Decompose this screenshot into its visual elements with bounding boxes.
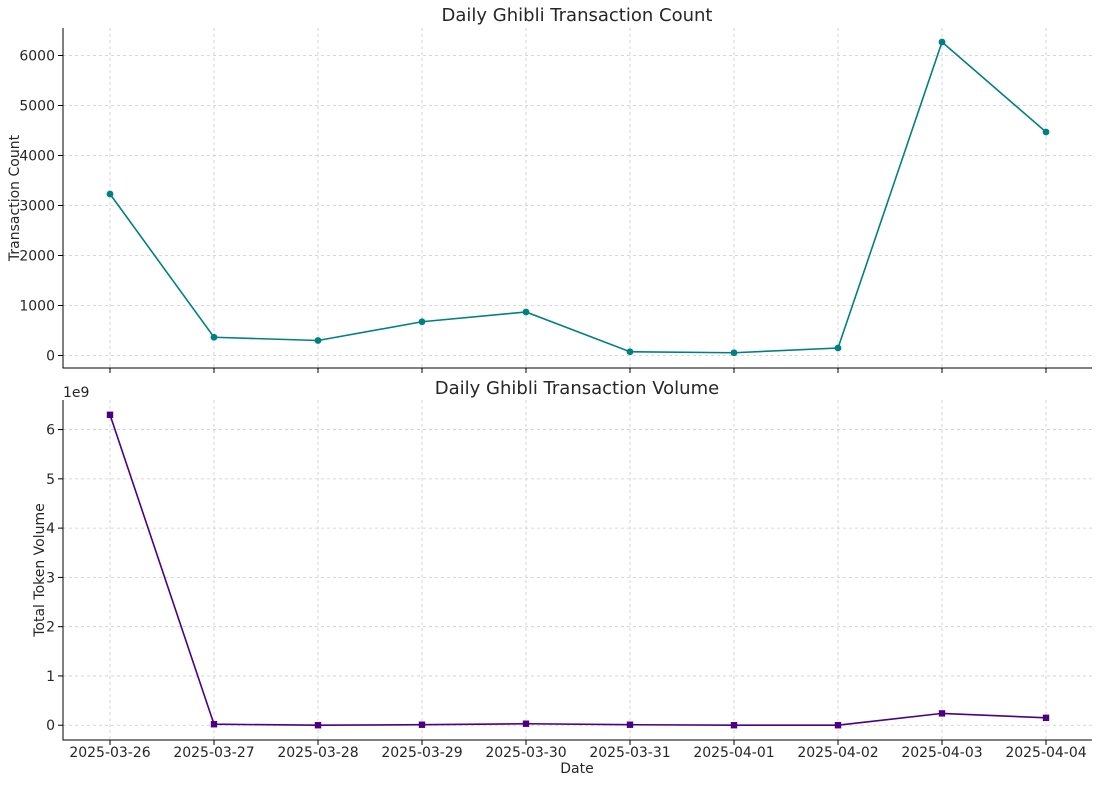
x-tick-label: 2025-03-27 [173,745,254,761]
x-tick-label: 2025-03-28 [277,745,358,761]
y-tick-label: 5 [46,472,55,488]
series-polyline [109,414,1047,727]
y-tick-label: 2000 [19,249,55,265]
y-tick-label: 4000 [19,149,55,165]
x-tick-label: 2025-03-31 [589,745,670,761]
axis-spines [62,28,1092,369]
y-tick-label: 1000 [19,299,55,315]
x-tick-label: 2025-03-29 [381,745,462,761]
y-tick-labels: 0 1 2 3 4 5 6 [46,423,63,734]
x-tick-label: 2025-04-02 [797,745,878,761]
y-tick-label: 4 [46,521,55,537]
data-point [418,318,426,326]
data-point [210,721,218,728]
y-tick-label: 2 [46,620,55,636]
series-line [109,414,1047,727]
data-point [1042,128,1050,136]
data-markers [106,38,1050,357]
y-axis-label: Transaction Count [7,134,23,262]
data-point [522,308,530,316]
data-point [314,337,322,344]
grid-lines [63,28,1092,368]
y-tick-label: 0 [46,349,55,365]
chart-title: Daily Ghibli Transaction Volume [435,378,719,399]
y-tick-label: 6000 [19,49,55,65]
y-tick-label: 3 [46,570,55,586]
series-line [109,40,1047,354]
data-point [938,710,946,717]
x-tick-label: 2025-03-26 [69,745,150,761]
x-tick-labels: 2025-03-26 2025-03-27 2025-03-28 2025-03-29… [69,740,1087,761]
data-point [938,38,946,46]
data-point [418,721,426,728]
data-point [626,348,634,356]
y-tick-labels: 0 1000 2000 3000 4000 5000 6000 [19,49,63,365]
data-point [730,349,738,357]
x-tick-label: 2025-03-30 [485,745,566,761]
data-point [730,722,738,729]
data-point [1042,714,1050,722]
data-point [314,722,322,729]
y-tick-label: 0 [46,718,55,734]
x-tick-label: 2025-04-01 [693,745,774,761]
axis-spines [62,400,1092,741]
data-point [522,720,530,727]
chart-title: Daily Ghibli Transaction Count [442,5,713,26]
data-markers [106,411,1050,729]
y-tick-label: 5000 [19,99,55,115]
series-polyline [109,40,1047,354]
data-point [210,333,218,341]
data-point [834,722,842,729]
y-offset-label: 1e9 [63,385,89,401]
x-tick-label: 2025-04-03 [901,745,982,761]
data-point [106,190,114,198]
y-tick-label: 3000 [19,199,55,215]
x-ticks [109,368,1047,373]
y-tick-label: 6 [46,423,55,439]
transaction-count-panel: 0 1000 2000 3000 4000 5000 6000 Daily Ghibli T… [7,5,1092,373]
data-point [834,344,842,352]
data-point [626,721,634,728]
x-axis-label: Date [560,761,593,777]
grid-lines [63,400,1092,740]
x-tick-label: 2025-04-04 [1005,745,1086,761]
y-axis-label: Total Token Volume [32,503,48,638]
data-point [106,411,114,418]
y-tick-label: 1 [46,669,55,685]
